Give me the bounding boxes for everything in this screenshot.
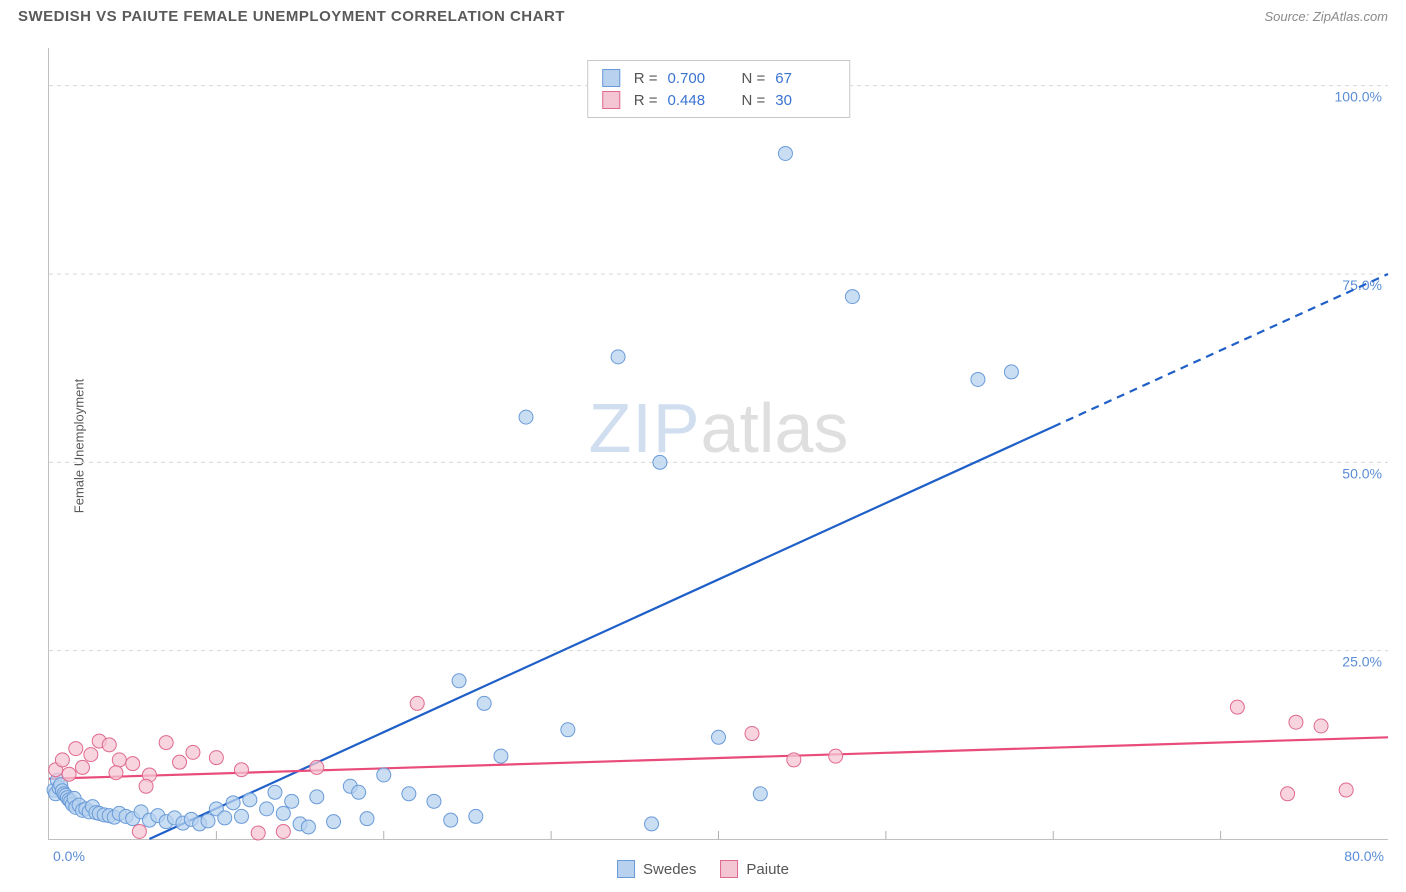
legend-row-paiute: R = 0.448 N = 30	[602, 89, 836, 111]
legend-row-swedes: R = 0.700 N = 67	[602, 67, 836, 89]
series-legend: Swedes Paiute	[617, 860, 789, 878]
svg-text:50.0%: 50.0%	[1342, 465, 1382, 481]
swatch-paiute	[602, 91, 620, 109]
legend-label-paiute: Paiute	[746, 861, 789, 878]
r-value-swedes: 0.700	[668, 70, 714, 87]
swatch-swedes	[617, 860, 635, 878]
r-value-paiute: 0.448	[668, 92, 714, 109]
svg-text:80.0%: 80.0%	[1344, 848, 1384, 864]
swatch-swedes	[602, 69, 620, 87]
legend-label-swedes: Swedes	[643, 861, 696, 878]
svg-text:25.0%: 25.0%	[1342, 654, 1382, 670]
r-label: R =	[634, 70, 658, 87]
n-label: N =	[742, 92, 766, 109]
source-label: Source: ZipAtlas.com	[1264, 9, 1388, 24]
plot-area: ZIPatlas R = 0.700 N = 67 R = 0.448 N = …	[48, 48, 1388, 840]
n-value-paiute: 30	[775, 92, 821, 109]
legend-item-swedes: Swedes	[617, 860, 696, 878]
legend-item-paiute: Paiute	[720, 860, 789, 878]
n-label: N =	[742, 70, 766, 87]
chart-title: SWEDISH VS PAIUTE FEMALE UNEMPLOYMENT CO…	[18, 8, 565, 25]
n-value-swedes: 67	[775, 70, 821, 87]
plot-svg: 25.0%50.0%75.0%100.0%0.0%80.0%	[49, 48, 1388, 839]
svg-text:100.0%: 100.0%	[1335, 89, 1382, 105]
r-label: R =	[634, 92, 658, 109]
correlation-legend: R = 0.700 N = 67 R = 0.448 N = 30	[587, 60, 851, 118]
svg-text:0.0%: 0.0%	[53, 848, 85, 864]
chart-header: SWEDISH VS PAIUTE FEMALE UNEMPLOYMENT CO…	[0, 0, 1406, 29]
swatch-paiute	[720, 860, 738, 878]
